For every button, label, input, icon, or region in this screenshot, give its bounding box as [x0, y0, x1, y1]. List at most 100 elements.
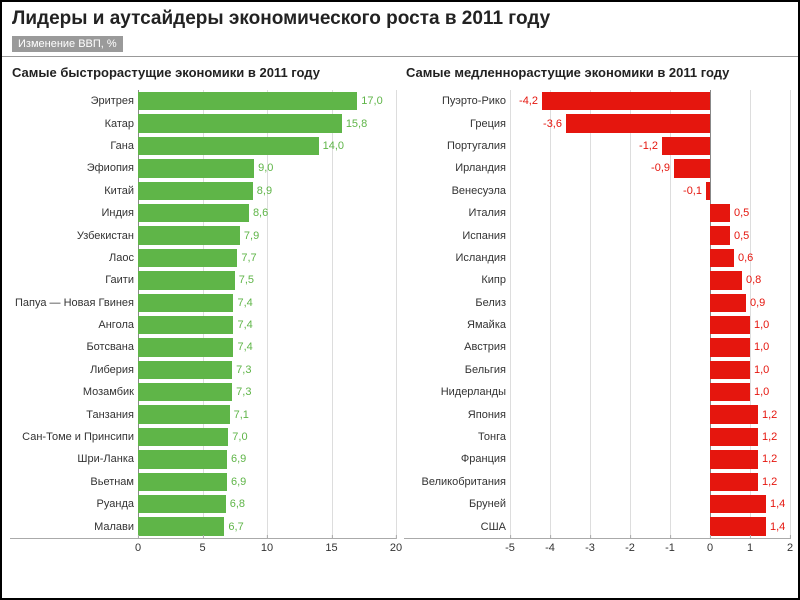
bar-row: Индия 8,6 — [10, 202, 396, 224]
bar — [138, 114, 342, 132]
bar — [138, 316, 233, 334]
bar-row: Бруней1,4 — [404, 493, 790, 515]
bar-area: 7,9 — [138, 224, 396, 246]
bar-label: Япония — [404, 409, 510, 421]
bar-value: 14,0 — [323, 140, 344, 152]
bar-label: Бельгия — [404, 364, 510, 376]
bar-row: Либерия7,3 — [10, 359, 396, 381]
bar-label: Бруней — [404, 498, 510, 510]
bar-row: Франция1,2 — [404, 448, 790, 470]
bar-label: Узбекистан — [10, 230, 138, 242]
bar-value: 15,8 — [346, 118, 367, 130]
bar-row: Ирландия-0,9 — [404, 157, 790, 179]
fast-chart-title: Самые быстрорастущие экономики в 2011 го… — [12, 65, 396, 80]
bar-row: Греция-3,6 — [404, 112, 790, 134]
grid-line — [396, 90, 397, 538]
subtitle-badge: Изменение ВВП, % — [12, 36, 123, 52]
bar-row: Венесуэла -0,1 — [404, 180, 790, 202]
grid-line — [790, 90, 791, 538]
bar — [138, 92, 357, 110]
bar — [138, 294, 233, 312]
bar — [138, 405, 230, 423]
bar-area: 7,3 — [138, 359, 396, 381]
bar-row: США1,4 — [404, 515, 790, 537]
chart-frame: Лидеры и аутсайдеры экономического роста… — [0, 0, 800, 600]
bar-value: -4,2 — [519, 95, 538, 107]
bar-value: -0,1 — [683, 185, 702, 197]
bar — [138, 473, 227, 491]
bar-value: 1,4 — [770, 521, 785, 533]
slow-chart-plot: Пуэрто-Рико-4,2Греция-3,6Португалия-1,2И… — [404, 90, 790, 564]
bar-label: Португалия — [404, 140, 510, 152]
bar-label: Пуэрто-Рико — [404, 95, 510, 107]
bar-row: Великобритания1,2 — [404, 471, 790, 493]
bar-value: 6,8 — [230, 498, 245, 510]
bar-value: 1,2 — [762, 431, 777, 443]
bar-label: Белиз — [404, 297, 510, 309]
bar-row: Нидерланды1,0 — [404, 381, 790, 403]
bar-label: Кипр — [404, 274, 510, 286]
bar-label: Италия — [404, 207, 510, 219]
bar-value: 8,6 — [253, 207, 268, 219]
bar-row: Белиз0,9 — [404, 292, 790, 314]
bar-label: Индия — [10, 207, 138, 219]
bar-value: 7,0 — [232, 431, 247, 443]
bar — [662, 137, 710, 155]
bar — [138, 249, 237, 267]
bar-value: 17,0 — [361, 95, 382, 107]
bar-area: 7,5 — [138, 269, 396, 291]
bar — [710, 383, 750, 401]
bar-row: Мозамбик7,3 — [10, 381, 396, 403]
x-tick: -2 — [625, 539, 635, 554]
bar-label: Венесуэла — [404, 185, 510, 197]
bar-label: Ангола — [10, 319, 138, 331]
bar-area: 1,2 — [510, 403, 790, 425]
bar-row: Австрия1,0 — [404, 336, 790, 358]
bar-value: 7,4 — [237, 319, 252, 331]
bar-value: 0,6 — [738, 252, 753, 264]
bar-row: Узбекистан7,9 — [10, 224, 396, 246]
bar-area: 1,2 — [510, 426, 790, 448]
bar-row: Португалия-1,2 — [404, 135, 790, 157]
x-tick: 1 — [747, 539, 753, 554]
bar — [138, 271, 235, 289]
bar — [710, 316, 750, 334]
bar-label: Мозамбик — [10, 386, 138, 398]
bar — [542, 92, 710, 110]
x-tick: -3 — [585, 539, 595, 554]
bar-row: Пуэрто-Рико -4,2 — [404, 90, 790, 112]
bar — [138, 182, 253, 200]
bar-label: Сан-Томе и Принсипи — [10, 431, 138, 443]
bar-area: 15,8 — [138, 112, 396, 134]
bar-area: 7,1 — [138, 403, 396, 425]
bar-area: 1,4 — [510, 515, 790, 537]
header: Лидеры и аутсайдеры экономического роста… — [2, 2, 798, 57]
bar — [138, 204, 249, 222]
bar-label: Тонга — [404, 431, 510, 443]
x-tick: -1 — [665, 539, 675, 554]
bar — [138, 428, 228, 446]
bar — [710, 517, 766, 535]
bar-value: 0,5 — [734, 207, 749, 219]
bar-row: Кипр0,8 — [404, 269, 790, 291]
bar — [710, 294, 746, 312]
bar-value: 7,3 — [236, 364, 251, 376]
fast-bars-area: Эритрея17,0Катар15,8Гана14,0Эфиопия9,0Ки… — [10, 90, 396, 538]
bar — [710, 450, 758, 468]
bar-row: Шри-Ланка6,9 — [10, 448, 396, 470]
bar-row: Лаос7,7 — [10, 247, 396, 269]
bar-label: Великобритания — [404, 476, 510, 488]
bar — [138, 338, 233, 356]
bar-area: 0,9 — [510, 292, 790, 314]
bar-area: 7,3 — [138, 381, 396, 403]
bar-label: Гаити — [10, 274, 138, 286]
bar-area: 8,6 — [138, 202, 396, 224]
bar-area: 0,8 — [510, 269, 790, 291]
bar-row: Танзания7,1 — [10, 403, 396, 425]
bar-area: -4,2 — [510, 90, 790, 112]
bar-value: 6,9 — [231, 476, 246, 488]
bar-area: 17,0 — [138, 90, 396, 112]
bar-row: Ангола 7,4 — [10, 314, 396, 336]
bar-label: Ямайка — [404, 319, 510, 331]
fast-x-axis: 05101520 — [10, 538, 396, 564]
